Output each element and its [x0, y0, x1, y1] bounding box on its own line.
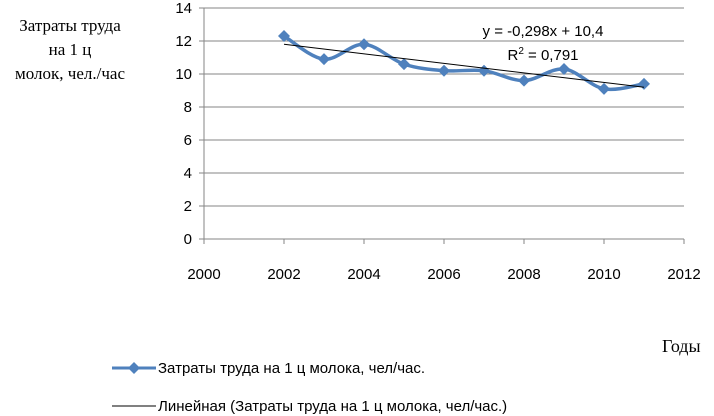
x-tick-label-2012: 2012 — [667, 266, 700, 283]
r2-value: = 0,791 — [524, 47, 579, 64]
y-axis-title-line-3: молок, чел./час — [15, 64, 125, 83]
legend-series-label: Затраты труда на 1 ц молока, чел/час. — [158, 359, 426, 377]
data-point-2009 — [558, 63, 570, 76]
y-axis-title-line-1: Затраты труда — [19, 16, 121, 35]
data-point-2010 — [598, 82, 610, 95]
data-point-2006 — [438, 64, 450, 77]
x-tick-label-2006: 2006 — [427, 266, 460, 283]
data-point-2002 — [278, 30, 290, 43]
series-line — [283, 34, 645, 92]
x-axis-title: Годы — [662, 336, 701, 356]
data-point-2007 — [478, 64, 490, 77]
y-tick-label-14: 14 — [175, 0, 192, 17]
y-tick-label-12: 12 — [175, 33, 192, 50]
data-point-2011 — [638, 77, 650, 90]
r2-prefix: R — [507, 47, 518, 64]
trendline-equation: y = -0,298x + 10,4 — [483, 23, 604, 40]
legend-item-series: Затраты труда на 1 ц молока, чел/час. — [110, 358, 425, 378]
y-tick-label-0: 0 — [184, 231, 192, 248]
x-tick-label-2004: 2004 — [347, 266, 380, 283]
x-tick-label-2002: 2002 — [267, 266, 300, 283]
legend-trendline-swatch — [112, 405, 156, 407]
trendline-layer — [283, 43, 645, 88]
axes — [199, 7, 685, 244]
trendline-r2: R2 = 0,791 — [507, 46, 578, 64]
trendline — [283, 43, 645, 88]
x-tick-label-2010: 2010 — [587, 266, 620, 283]
y-tick-label-2: 2 — [184, 198, 192, 215]
gridlines — [204, 7, 684, 207]
y-axis-title-line-2: на 1 ц — [48, 40, 92, 59]
r2-superscript: 2 — [518, 46, 524, 57]
x-tick-label-2000: 2000 — [187, 266, 220, 283]
legend-item-trendline: Линейная (Затраты труда на 1 ц молока, ч… — [110, 396, 507, 416]
y-tick-label-6: 6 — [184, 132, 192, 149]
y-tick-label-8: 8 — [184, 99, 192, 116]
legend-trendline-label: Линейная (Затраты труда на 1 ц молока, ч… — [158, 397, 508, 415]
y-tick-label-10: 10 — [175, 66, 192, 83]
data-point-2008 — [518, 74, 530, 87]
y-tick-labels: 0 2 4 6 8 10 12 14 — [175, 0, 192, 248]
data-point-2005 — [398, 58, 410, 71]
x-tick-label-2008: 2008 — [507, 266, 540, 283]
x-tick-labels: 2000 2002 2004 2006 2008 2010 2012 — [187, 266, 700, 283]
y-tick-label-4: 4 — [184, 165, 192, 182]
data-point-2004 — [358, 38, 370, 51]
y-axis-title: Затраты труда на 1 ц молок, чел./час — [0, 14, 140, 86]
legend-series-swatch — [112, 362, 156, 374]
data-point-2003 — [318, 53, 330, 66]
